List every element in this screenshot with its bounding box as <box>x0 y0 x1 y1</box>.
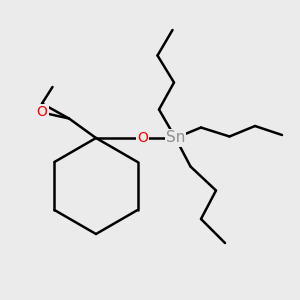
Text: O: O <box>37 106 47 119</box>
Text: Sn: Sn <box>166 130 185 146</box>
Text: O: O <box>137 131 148 145</box>
